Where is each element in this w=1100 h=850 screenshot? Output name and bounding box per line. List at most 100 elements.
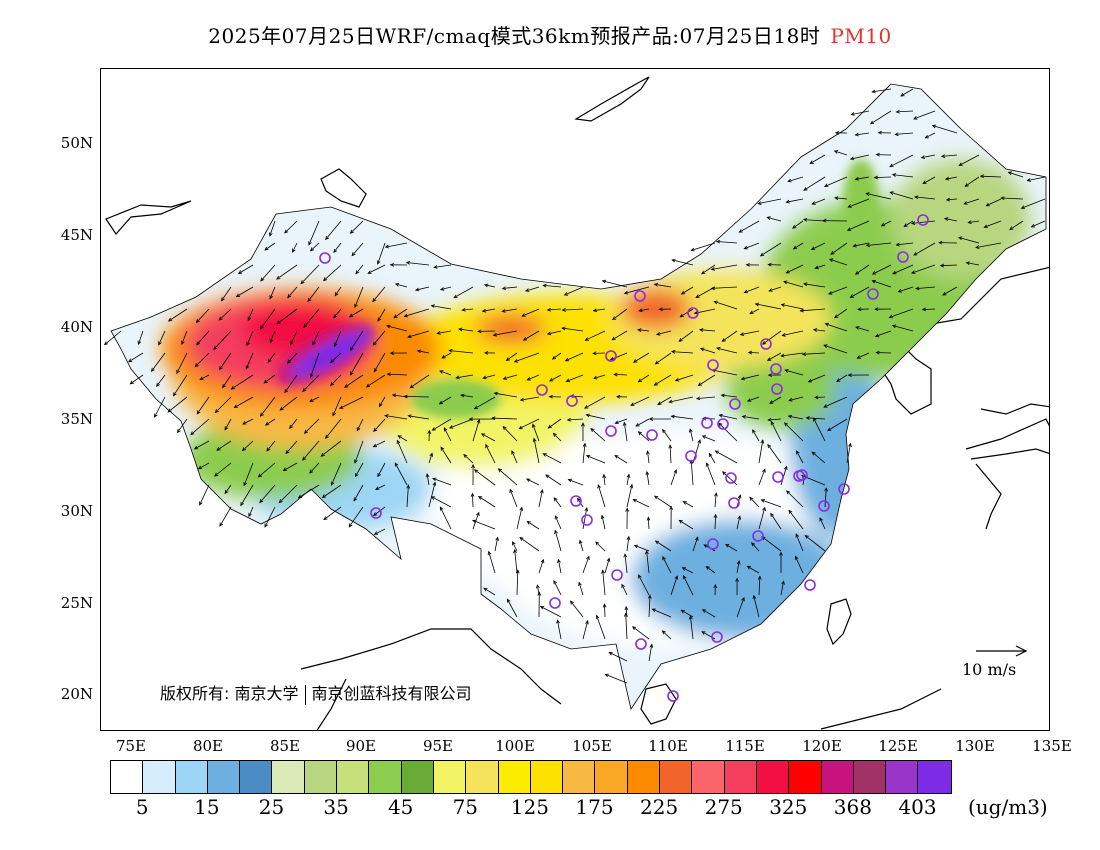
wind-vector-head [309,469,314,474]
station-marker [867,288,879,300]
legend-swatch [627,761,661,793]
wind-vector [267,352,276,363]
station-marker [707,538,719,550]
wind-vector [354,440,364,464]
wind-vector-head [646,516,651,521]
wind-vector-head [384,414,389,418]
wind-vector [566,374,584,382]
wind-vector-head [637,378,642,383]
wind-vector-head [938,240,943,245]
wind-vector [781,352,804,357]
lat-label-25n: 25N [60,594,93,612]
wind-vector [614,374,628,376]
wind-vector-head [648,417,653,421]
wind-vector [320,440,342,457]
wind-vector-head [770,420,775,426]
wind-vector-head [655,331,661,336]
wind-vector [657,396,672,405]
wind-vector [526,478,540,486]
wind-vector-head [680,290,686,295]
wind-vector [740,330,760,336]
wind-vector [511,450,518,464]
wind-vector [332,396,342,416]
station-marker [917,214,929,226]
wind-vector [648,644,653,662]
wind-vector-head [476,511,480,517]
wind-vector [812,198,826,205]
wind-vector-head [891,173,897,177]
wind-vector-head [1000,196,1005,201]
wind-vector-head [662,555,666,561]
wind-vector-head [309,247,315,252]
wind-vector [498,468,518,486]
wind-vector [655,352,672,365]
wind-vector [722,330,738,342]
wind-vector-head [871,271,877,275]
wind-vector [736,561,740,574]
wind-vector [562,327,584,332]
legend-swatch [724,761,757,793]
wind-vector-head [622,421,627,426]
wind-vector-head [942,291,947,296]
title-variable: PM10 [830,24,892,48]
wind-vector-head [762,468,766,473]
wind-vector-head [792,225,797,229]
wind-vector-head [243,481,247,487]
wind-vector [260,264,276,282]
wind-vector [1021,198,1046,209]
wind-vector [579,540,584,552]
wind-vector-head [740,376,745,381]
wind-vector-head [264,421,270,426]
wind-vector [417,350,430,354]
wind-vector-head [441,354,446,359]
wind-vector [303,308,320,328]
wind-vector-head [780,353,785,358]
wind-vector [752,429,760,442]
wind-vector-head [784,369,789,373]
legend-swatch [563,761,596,793]
wind-vector [269,286,276,299]
station-marker [772,471,784,483]
wind-vector [682,567,694,574]
wind-vector-head [548,377,554,382]
wind-vector-head [307,297,312,303]
wind-vector-head [403,313,408,318]
wind-vector-head [501,309,506,313]
wind-vector [224,418,232,430]
wind-vector-head [468,417,473,421]
wind-vector-head [749,496,754,501]
legend-swatch [692,761,725,793]
wind-vector [648,595,651,618]
wind-vector-head [651,608,656,613]
wind-vector [767,352,782,361]
wind-vector-head [637,328,642,332]
wind-vector [310,242,320,251]
wind-vector-head [671,258,676,263]
wind-vector-head [525,288,530,292]
wind-vector-head [493,391,498,396]
wind-vector-head [199,376,204,381]
wind-vector [557,620,562,640]
wind-vector-head [333,342,338,348]
wind-vector [941,154,958,157]
wind-vector-head [240,501,244,507]
wind-vector [638,431,650,442]
wind-vector-head [582,442,587,447]
wind-vector-head [668,444,673,449]
wind-vector [819,517,826,530]
wind-vector [279,396,298,411]
wind-vector-head [569,600,574,605]
wind-vector [586,414,606,420]
wind-vector-head [768,288,773,292]
wind-vector-head [1030,223,1036,228]
wind-vector [242,418,254,425]
wind-vector [502,426,518,442]
wind-vector [404,308,430,317]
wind-vector [234,396,254,408]
wind-vector [780,466,787,486]
wind-vector [758,469,766,486]
wind-vector-head [694,536,699,541]
wind-vector [453,286,474,299]
wind-vector-head [515,569,520,574]
wind-vector-head [964,183,969,187]
